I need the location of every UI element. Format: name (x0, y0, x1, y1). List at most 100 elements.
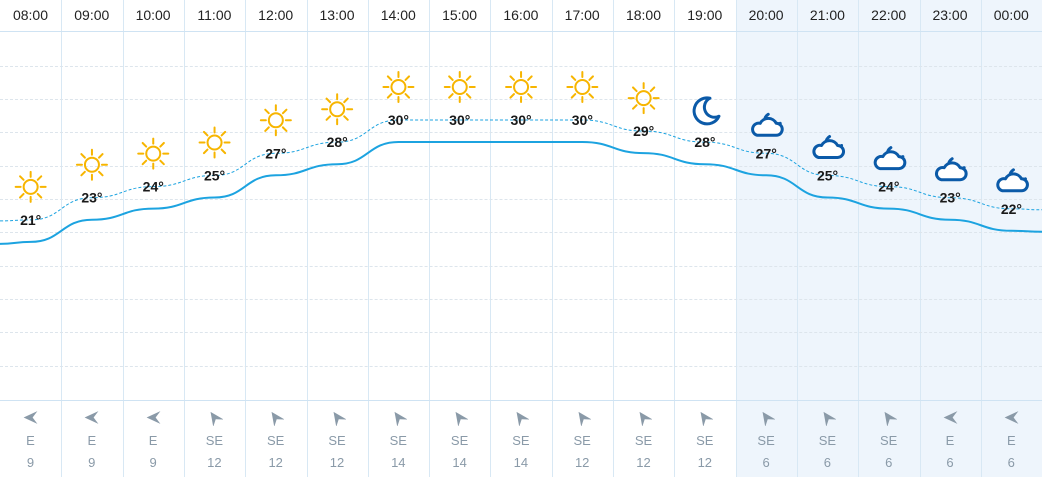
cloud-moon-icon (751, 112, 784, 137)
wind-cell: SE 12 (184, 401, 245, 477)
grid-line (0, 366, 1042, 367)
sun-icon (382, 71, 415, 103)
sun-icon (137, 137, 170, 170)
grid-line (0, 199, 1042, 200)
wind-speed: 6 (885, 455, 893, 470)
column-divider (184, 0, 185, 477)
wind-direction: SE (880, 433, 898, 448)
hour-label: 20:00 (748, 7, 784, 23)
wind-cell: SE 12 (245, 401, 306, 477)
hour-label: 14:00 (380, 7, 416, 23)
wind-speed: 6 (1007, 455, 1015, 470)
wind-arrow-icon (84, 411, 99, 424)
wind-direction: SE (450, 433, 469, 448)
grid-line (0, 299, 1042, 300)
sun-icon (75, 148, 108, 181)
wind-cell: SE 14 (429, 401, 490, 477)
wind-speed: 12 (268, 455, 283, 470)
wind-speed: 9 (149, 455, 157, 470)
hour-label: 17:00 (564, 7, 600, 23)
grid-line (0, 232, 1042, 233)
temperature-label: 23° (940, 190, 961, 206)
wind-direction: E (87, 433, 97, 448)
wind-cell: SE 6 (858, 401, 919, 477)
column-divider (858, 0, 859, 477)
sun-icon (627, 82, 660, 115)
temperature-label: 30° (510, 112, 531, 128)
temperature-label: 23° (81, 190, 102, 206)
hour-label: 08:00 (12, 7, 49, 23)
wind-arrow-icon (943, 411, 957, 424)
temperature-label: 27° (265, 145, 286, 161)
wind-direction: SE (389, 433, 407, 448)
wind-cell: SE 12 (674, 401, 735, 477)
sun-icon (14, 170, 47, 203)
cloud-moon-icon (934, 157, 968, 182)
hour-label: 13:00 (319, 7, 355, 23)
wind-direction: E (1006, 433, 1016, 448)
column-divider (674, 0, 675, 477)
wind-direction: SE (205, 433, 224, 448)
wind-arrow-icon (762, 411, 775, 426)
temperature-label: 29° (633, 123, 654, 139)
wind-speed: 9 (88, 455, 96, 470)
temperature-label: 24° (143, 179, 164, 195)
temperature-label: 24° (878, 179, 899, 195)
cloud-moon-icon (873, 146, 907, 171)
temperature-label: 27° (756, 145, 777, 161)
temperature-label: 25° (204, 168, 225, 184)
column-divider (61, 0, 62, 477)
hour-label: 18:00 (625, 7, 662, 23)
column-divider (736, 0, 737, 477)
wind-speed: 12 (636, 455, 651, 470)
hour-label: 12:00 (258, 7, 294, 23)
wind-arrow-icon (884, 411, 898, 426)
wind-cell: SE 12 (307, 401, 368, 477)
sun-icon (566, 71, 599, 103)
grid-line (0, 166, 1042, 167)
wind-arrow-icon (516, 411, 530, 426)
grid-line (0, 266, 1042, 267)
wind-direction: SE (328, 433, 346, 448)
wind-arrow-icon (146, 411, 160, 424)
wind-direction: SE (757, 433, 775, 448)
wind-speed: 14 (513, 455, 529, 470)
wind-speed: 9 (26, 455, 35, 470)
wind-arrow-icon (578, 411, 591, 426)
column-divider (981, 0, 982, 477)
wind-direction: E (945, 433, 955, 448)
wind-speed: 12 (207, 455, 222, 470)
wind-speed: 6 (823, 455, 831, 470)
grid-line (0, 332, 1042, 333)
sun-icon (505, 71, 538, 103)
temperature-line (0, 141, 1042, 245)
column-divider (429, 0, 430, 477)
cloud-moon-icon (812, 135, 846, 159)
wind-arrow-icon (394, 411, 407, 426)
temperature-dashed-line (0, 119, 1042, 222)
temperature-chart: 21° 23° 24° 25° 27° 28° 30° 30° 30° 30° 29° 28° 27° 2… (0, 71, 1042, 245)
wind-speed: 14 (452, 455, 467, 470)
column-divider (245, 0, 246, 477)
temperature-label: 21° (20, 212, 41, 228)
hour-label: 11:00 (197, 7, 232, 23)
column-divider (797, 0, 798, 477)
hour-label: 09:00 (74, 7, 110, 23)
wind-row: E 9 E 9 E 9 SE 12 SE 12 SE 12 SE 14 SE 14 SE 14 SE 12 SE 12 SE… (0, 400, 1042, 477)
column-divider (123, 0, 124, 477)
wind-speed: 12 (329, 455, 345, 470)
wind-arrow-icon (210, 411, 223, 426)
temperature-label: 30° (388, 112, 409, 128)
hour-label: 23:00 (932, 7, 968, 23)
wind-speed: 6 (762, 455, 770, 470)
wind-speed: 6 (946, 455, 954, 470)
wind-arrow-icon (700, 411, 714, 426)
wind-direction: SE (512, 433, 530, 448)
wind-speed: 14 (391, 455, 406, 470)
wind-arrow-icon (1004, 411, 1019, 424)
